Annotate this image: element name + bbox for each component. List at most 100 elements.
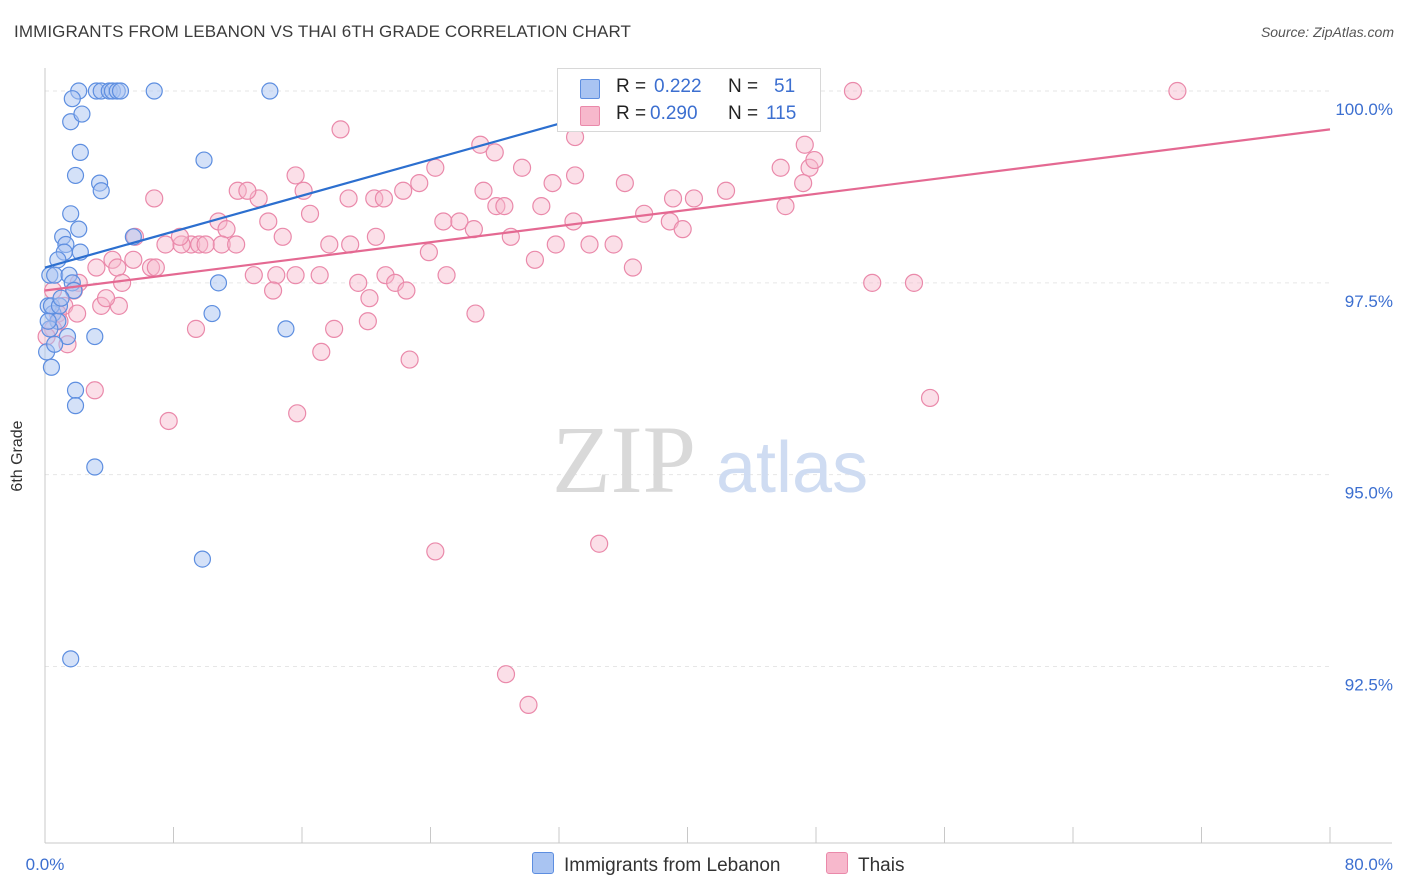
legend-r-label: R = xyxy=(616,76,647,97)
thais-point xyxy=(217,220,236,239)
correlation-legend: R = 0.222 N = 51 R = 0.290 N = 115 xyxy=(557,68,821,132)
thais-point xyxy=(85,381,104,400)
lebanon-point xyxy=(39,312,57,330)
legend-r-value: 0.290 xyxy=(650,103,698,124)
thais-point xyxy=(108,258,127,277)
thais-point xyxy=(863,273,882,292)
lebanon-point xyxy=(62,650,80,668)
thais-point xyxy=(496,665,516,684)
thais-point xyxy=(227,235,246,254)
lebanon-point xyxy=(145,82,163,100)
watermark: ZIP atlas xyxy=(552,406,868,513)
legend-r-value: 0.222 xyxy=(654,76,702,97)
lebanon-point xyxy=(66,397,85,415)
y-tick-label: 100.0% xyxy=(1335,100,1393,119)
lebanon-point xyxy=(73,105,91,123)
thais-point xyxy=(771,158,790,177)
lebanon-point xyxy=(62,205,80,223)
thais-point xyxy=(374,189,394,208)
legend-n-label: N = xyxy=(728,76,759,97)
thais-point xyxy=(186,319,206,338)
thais-point xyxy=(259,212,278,231)
thais-point xyxy=(273,227,292,246)
thais-point xyxy=(1168,81,1187,101)
y-tick-label: 95.0% xyxy=(1345,484,1393,503)
lebanon-point xyxy=(92,182,110,200)
axes xyxy=(44,68,1392,844)
thais-point xyxy=(394,181,413,200)
thais-point xyxy=(146,258,165,277)
thais-point xyxy=(124,250,143,269)
thais-point xyxy=(604,235,623,254)
thais-point xyxy=(172,235,191,254)
thais-point xyxy=(96,289,116,308)
thais-point xyxy=(286,166,305,185)
legend-swatch-pink xyxy=(826,852,848,874)
legend-label-thais: Thais xyxy=(858,855,905,876)
thais-point xyxy=(410,173,429,193)
thais-point xyxy=(450,212,469,231)
lebanon-point xyxy=(70,220,88,238)
thais-point xyxy=(360,289,379,308)
thais-point xyxy=(623,258,642,277)
thais-point xyxy=(519,695,538,714)
thais-point xyxy=(244,266,263,285)
thais-point xyxy=(904,273,924,292)
thais-point xyxy=(312,342,331,362)
thais-point xyxy=(300,204,320,223)
thais-point xyxy=(485,143,504,162)
thais-point xyxy=(325,319,344,338)
thais-point xyxy=(495,197,514,216)
watermark-zip: ZIP xyxy=(552,406,696,513)
thais-point xyxy=(190,235,209,254)
lebanon-point xyxy=(46,266,64,284)
thais-point xyxy=(805,150,824,170)
thais-point xyxy=(288,404,307,423)
thais-point xyxy=(525,250,545,269)
thais-point xyxy=(320,235,339,254)
thais-point xyxy=(663,189,683,208)
thais-point xyxy=(512,158,532,177)
legend-n-value: 115 xyxy=(766,103,797,124)
gridlines xyxy=(45,90,1330,668)
thais-point xyxy=(474,181,493,200)
y-tick-label: 92.5% xyxy=(1345,676,1393,695)
lebanon-point xyxy=(58,327,77,346)
source-label: Source: ZipAtlas.com xyxy=(1260,24,1394,40)
y-axis-label: 6th Grade xyxy=(9,420,26,492)
thais-point xyxy=(434,212,453,231)
lebanon-point xyxy=(52,289,70,307)
lebanon-point xyxy=(195,151,213,169)
thais-point xyxy=(466,304,485,323)
thais-point xyxy=(794,173,813,193)
thais-point xyxy=(716,181,736,200)
thais-point xyxy=(580,235,599,254)
lebanon-point xyxy=(86,327,104,346)
lebanon-point xyxy=(277,320,295,338)
thais-point xyxy=(156,235,175,254)
lebanon-point xyxy=(66,166,85,185)
legend-swatch-blue xyxy=(532,852,554,874)
lebanon-point xyxy=(71,143,89,162)
thais-point xyxy=(795,135,814,154)
lebanon-point xyxy=(42,358,61,376)
thais-point xyxy=(331,120,350,139)
thais-point xyxy=(920,388,940,408)
thais-point xyxy=(238,181,257,200)
thais-point xyxy=(684,189,704,208)
thais-point xyxy=(615,173,634,193)
thais-point xyxy=(366,227,385,246)
thais-point xyxy=(590,534,609,553)
tick-labels: 92.5% 95.0% 97.5% 100.0% 0.0% 80.0% xyxy=(26,100,1393,874)
thais-point xyxy=(546,235,565,254)
lebanon-point xyxy=(261,82,279,100)
thais-point xyxy=(565,166,585,185)
lebanon-point xyxy=(63,90,81,108)
legend-swatch-blue xyxy=(580,79,600,99)
lebanon-points xyxy=(38,82,295,668)
thais-point xyxy=(339,189,358,208)
thais-point xyxy=(141,258,161,277)
lebanon-point xyxy=(193,550,212,568)
legend-r-label: R = xyxy=(616,103,647,124)
